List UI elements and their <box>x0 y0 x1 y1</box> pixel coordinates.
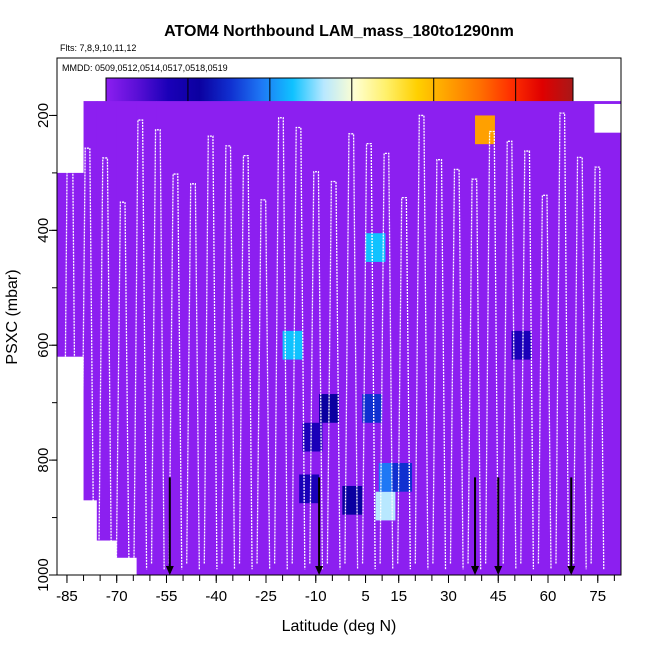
flight-track <box>484 130 499 570</box>
x-tick-label: -10 <box>305 588 327 605</box>
flight-track <box>502 140 517 570</box>
flight-track <box>62 103 77 570</box>
flight-track <box>238 155 253 570</box>
plot-area <box>57 101 621 575</box>
dates-label: MMDD: 0509,0512,0514,0517,0518,0519 <box>62 63 228 73</box>
arrow-head <box>567 566 576 575</box>
flight-track <box>115 201 130 570</box>
flight-track <box>520 150 535 570</box>
heatmap-cell <box>302 422 323 452</box>
flight-track <box>555 112 570 570</box>
arrows <box>165 477 576 575</box>
x-tick-label: 75 <box>589 588 606 605</box>
y-tick-label: 1000 <box>35 558 52 591</box>
x-tick-label: -70 <box>106 588 128 605</box>
heatmap-cell <box>282 330 303 360</box>
flight-track <box>414 114 429 570</box>
flight-track <box>537 194 552 570</box>
flight-track <box>432 159 447 570</box>
flight-track <box>361 142 376 570</box>
heatmap-cell <box>365 233 386 262</box>
flight-track <box>379 152 394 570</box>
y-tick-label: 800 <box>35 448 52 473</box>
arrow-head <box>494 566 503 575</box>
heatmap-cell <box>319 394 339 423</box>
x-axis: -85 -70 -55 -40 -25 -10 5 15 30 45 60 75 <box>56 575 615 605</box>
y-tick-label: 600 <box>35 333 52 358</box>
x-tick-label: 45 <box>490 588 507 605</box>
heatmap-cell <box>392 462 412 492</box>
flight-track <box>186 183 200 570</box>
flight-track <box>309 171 324 570</box>
heatmap-cell <box>299 474 320 504</box>
x-tick-label: 5 <box>361 588 369 605</box>
x-tick-label: -55 <box>156 588 178 605</box>
heatmap-cell <box>83 101 98 501</box>
flight-track <box>221 145 236 570</box>
flight-track <box>291 126 306 570</box>
heatmap-cell <box>57 172 85 357</box>
arrow-head <box>165 566 174 575</box>
flight-track <box>397 196 411 570</box>
x-axis-label: Latitude (deg N) <box>282 618 397 635</box>
x-tick-label: -25 <box>255 588 277 605</box>
flight-track <box>273 117 288 570</box>
arrow-head <box>315 566 324 575</box>
heatmap-gap <box>594 103 621 133</box>
flight-track <box>98 157 113 570</box>
flight-track <box>467 178 482 570</box>
x-tick-label: 15 <box>390 588 407 605</box>
flight-track <box>590 166 605 570</box>
x-tick-label: -85 <box>56 588 78 605</box>
flight-track <box>133 119 148 570</box>
x-tick-label: 60 <box>540 588 557 605</box>
y-axis: 200 400 600 800 1000 <box>35 103 57 592</box>
y-tick-label: 400 <box>35 218 52 243</box>
heatmap-cell <box>362 394 383 423</box>
flight-track <box>203 135 218 570</box>
heatmap-cell <box>475 115 495 145</box>
flight-track <box>344 133 359 570</box>
flight-track <box>449 168 464 570</box>
x-tick-label: -40 <box>205 588 227 605</box>
y-tick-label: 200 <box>35 103 52 128</box>
flights-label: Flts: 7,8,9,10,11,12 <box>60 43 136 53</box>
flight-track <box>256 199 271 570</box>
flight-track <box>150 129 165 570</box>
plot-frame <box>56 57 622 576</box>
heatmap-cell <box>511 330 532 360</box>
flight-track <box>572 156 587 570</box>
flight-tracks <box>62 103 605 570</box>
flight-track <box>168 173 183 570</box>
arrow-head <box>471 566 480 575</box>
flight-track <box>326 180 341 570</box>
y-axis-label: PSXC (mbar) <box>4 269 21 364</box>
x-tick-label: 30 <box>440 588 457 605</box>
chart-title: ATOM4 Northbound LAM_mass_180to1290nm <box>164 23 514 40</box>
flight-track <box>80 147 95 570</box>
